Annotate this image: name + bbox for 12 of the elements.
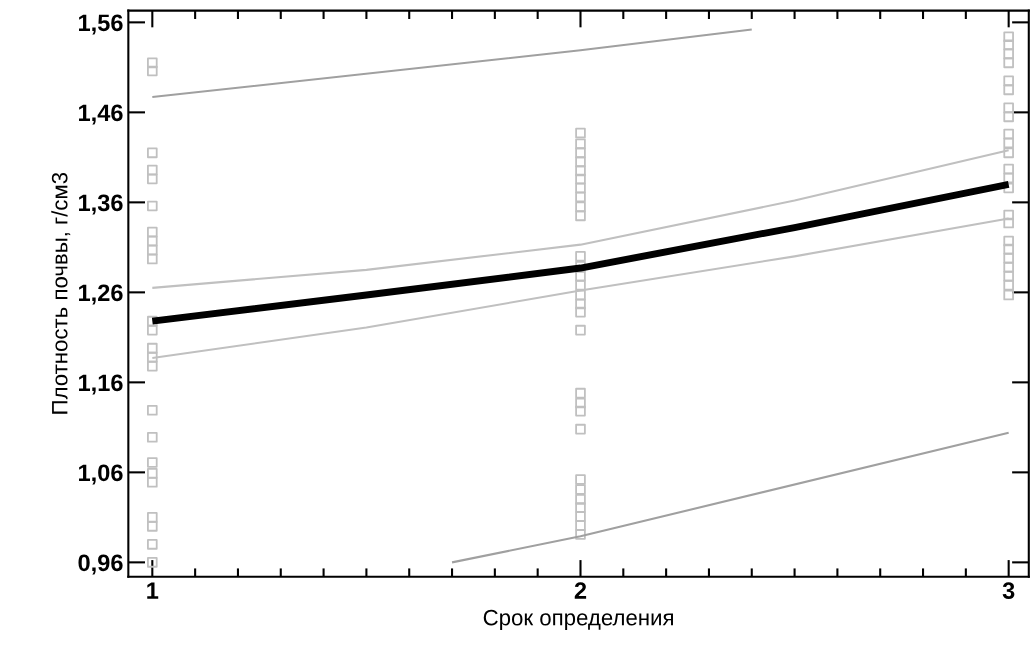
y-tick-label: 1,06 bbox=[79, 464, 123, 485]
x-axis-title: Срок определения bbox=[483, 609, 673, 630]
x-tick-label: 2 bbox=[574, 582, 587, 599]
y-tick-label: 0,96 bbox=[78, 554, 123, 575]
y-tick-label: 1,36 bbox=[79, 194, 123, 215]
y-tick-label: 1,46 bbox=[79, 104, 123, 125]
x-tick-label: 1 bbox=[147, 582, 159, 599]
x-tick-label: 3 bbox=[1002, 582, 1015, 599]
y-tick-label: 1,56 bbox=[79, 14, 123, 35]
y-axis-title: Плотность почвы, г/см3 bbox=[51, 172, 71, 414]
y-tick-label: 1,26 bbox=[79, 284, 123, 305]
y-tick-label: 1,16 bbox=[79, 374, 123, 395]
